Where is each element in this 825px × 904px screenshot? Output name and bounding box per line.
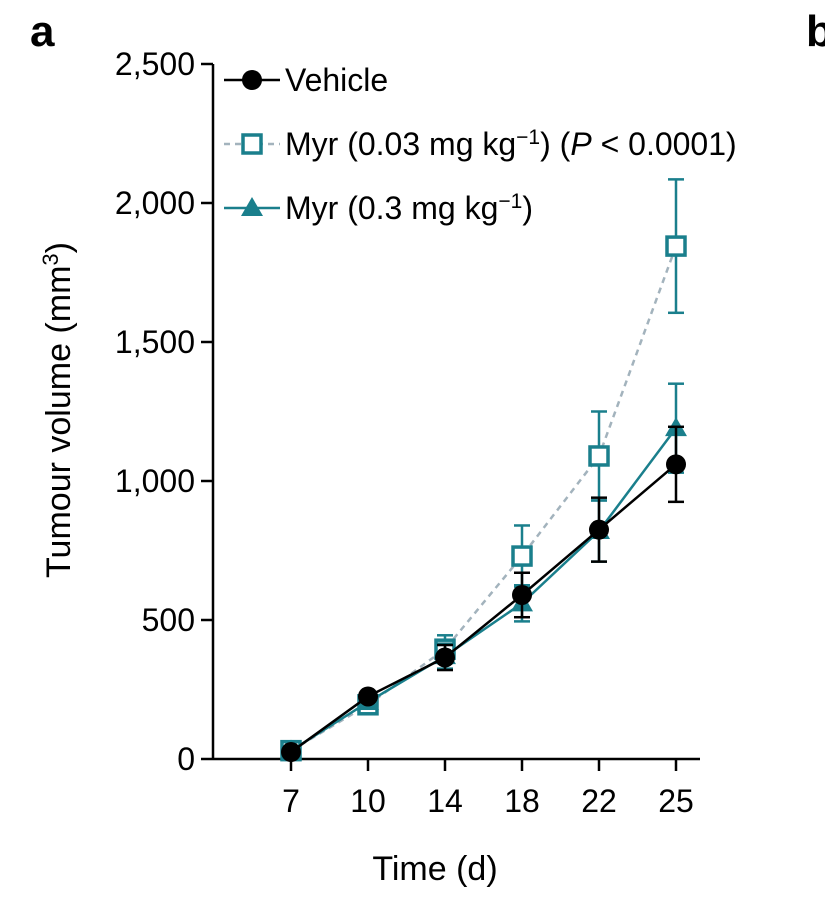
series-0 xyxy=(281,425,686,763)
plot-area xyxy=(280,178,687,763)
series-line xyxy=(290,463,677,754)
legend-label: Myr (0.03 mg kg−1) (P < 0.0001) xyxy=(285,126,737,163)
panel-label-b: b xyxy=(806,7,825,56)
x-tick-label: 18 xyxy=(504,783,540,819)
y-tick-label: 0 xyxy=(177,741,195,777)
legend-entry-2: Myr (0.3 mg kg−1) xyxy=(224,190,533,227)
x-tick-label: 10 xyxy=(350,783,386,819)
y-tick-label: 1,000 xyxy=(115,463,195,499)
axes: 0 500 1,000 1,500 2,000 2,500 7 10 14 18 22 25 xyxy=(115,46,700,819)
data-point xyxy=(281,742,301,763)
legend-entry-1: Myr (0.03 mg kg−1) (P < 0.0001) xyxy=(224,126,737,163)
data-point xyxy=(512,584,532,605)
series-2 xyxy=(280,382,687,759)
legend-marker xyxy=(241,197,263,216)
data-point xyxy=(435,647,455,668)
data-point xyxy=(588,445,610,467)
x-tick-label: 14 xyxy=(427,783,463,819)
legend-entry-0: Vehicle xyxy=(224,62,388,98)
legend-marker xyxy=(242,70,262,90)
data-point xyxy=(358,686,378,707)
y-tick-label: 2,000 xyxy=(115,185,195,221)
x-tick-label: 7 xyxy=(282,783,300,819)
data-point xyxy=(666,454,686,475)
legend-marker xyxy=(241,133,263,155)
series-line xyxy=(290,245,678,752)
data-point xyxy=(589,519,609,540)
x-axis-title: Time (d) xyxy=(372,850,497,888)
x-tick-label: 22 xyxy=(581,783,617,819)
y-axis-title: Tumour volume (mm3) xyxy=(38,242,79,578)
y-tick-label: 1,500 xyxy=(115,324,195,360)
y-tick-label: 2,500 xyxy=(115,46,195,82)
panel-label-a: a xyxy=(30,7,55,56)
x-tick-label: 25 xyxy=(658,783,694,819)
series-line xyxy=(290,427,678,752)
data-point xyxy=(665,235,687,257)
series-1 xyxy=(280,178,687,762)
legend-label: Myr (0.3 mg kg−1) xyxy=(285,190,533,227)
data-point xyxy=(511,545,533,567)
legend-label: Vehicle xyxy=(285,62,388,98)
y-tick-label: 500 xyxy=(142,602,195,638)
legend: Vehicle Myr (0.03 mg kg−1) (P < 0.0001) My… xyxy=(224,62,737,226)
